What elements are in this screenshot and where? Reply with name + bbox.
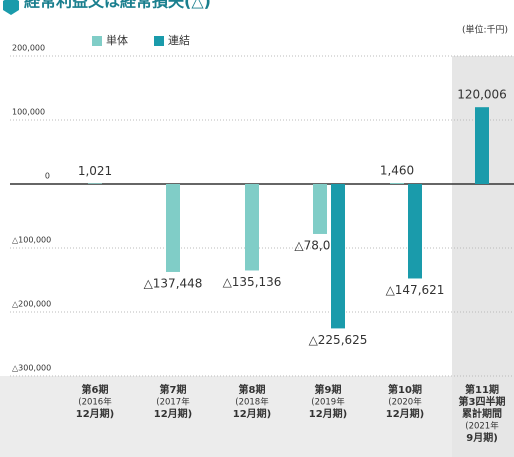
category-band xyxy=(0,376,514,457)
data-label: △147,621 xyxy=(386,283,445,297)
bar xyxy=(408,184,422,279)
y-tick-label: 0 xyxy=(45,172,50,181)
x-tick-label: (2018年 xyxy=(235,397,269,408)
title-icon xyxy=(3,0,19,15)
x-tick-label: 第9期 xyxy=(315,383,342,396)
x-tick-label: (2017年 xyxy=(156,397,190,408)
data-label: △225,625 xyxy=(309,333,368,347)
x-tick-label: 12月期) xyxy=(309,407,348,420)
x-tick-label: 12月期) xyxy=(233,407,272,420)
data-label: 1,460 xyxy=(380,164,414,178)
x-tick-label: (2021年 xyxy=(465,421,499,432)
x-tick-label: (2020年 xyxy=(388,397,422,408)
x-tick-label: 12月期) xyxy=(154,407,193,420)
legend-swatch xyxy=(154,36,164,46)
data-label: △135,136 xyxy=(223,275,282,289)
data-label: 120,006 xyxy=(457,88,507,102)
bar xyxy=(313,184,327,234)
x-tick-label: 第10期 xyxy=(388,383,422,396)
x-tick-label: 第11期 xyxy=(465,383,499,396)
x-tick-label: 第6期 xyxy=(82,383,109,396)
x-tick-label: 12月期) xyxy=(386,407,425,420)
x-tick-label: 第3四半期 xyxy=(459,395,506,408)
y-tick-label: △100,000 xyxy=(12,236,51,245)
y-tick-label: △300,000 xyxy=(12,364,51,373)
legend-swatch xyxy=(92,36,102,46)
bar xyxy=(390,183,404,184)
x-tick-label: 第7期 xyxy=(160,383,187,396)
bar xyxy=(331,184,345,329)
y-tick-label: 100,000 xyxy=(12,108,45,117)
y-tick-label: △200,000 xyxy=(12,300,51,309)
x-tick-label: 9月期) xyxy=(466,431,498,444)
legend-label: 連結 xyxy=(168,33,190,47)
legend-label: 単体 xyxy=(106,33,128,47)
x-tick-label: (2016年 xyxy=(78,397,112,408)
x-tick-label: 12月期) xyxy=(76,407,115,420)
x-tick-label: 累計期間 xyxy=(462,407,502,420)
bar xyxy=(245,184,259,271)
bar xyxy=(475,107,489,184)
data-label: 1,021 xyxy=(78,164,112,178)
bar xyxy=(166,184,180,272)
x-tick-label: 第8期 xyxy=(239,383,266,396)
chart-title: 経常利益又は経常損失(△) xyxy=(24,0,211,11)
x-tick-label: (2019年 xyxy=(311,397,345,408)
data-label: △137,448 xyxy=(144,276,203,290)
unit-label: (単位:千円) xyxy=(462,24,508,36)
y-tick-label: 200,000 xyxy=(12,44,45,53)
bar xyxy=(88,183,102,184)
